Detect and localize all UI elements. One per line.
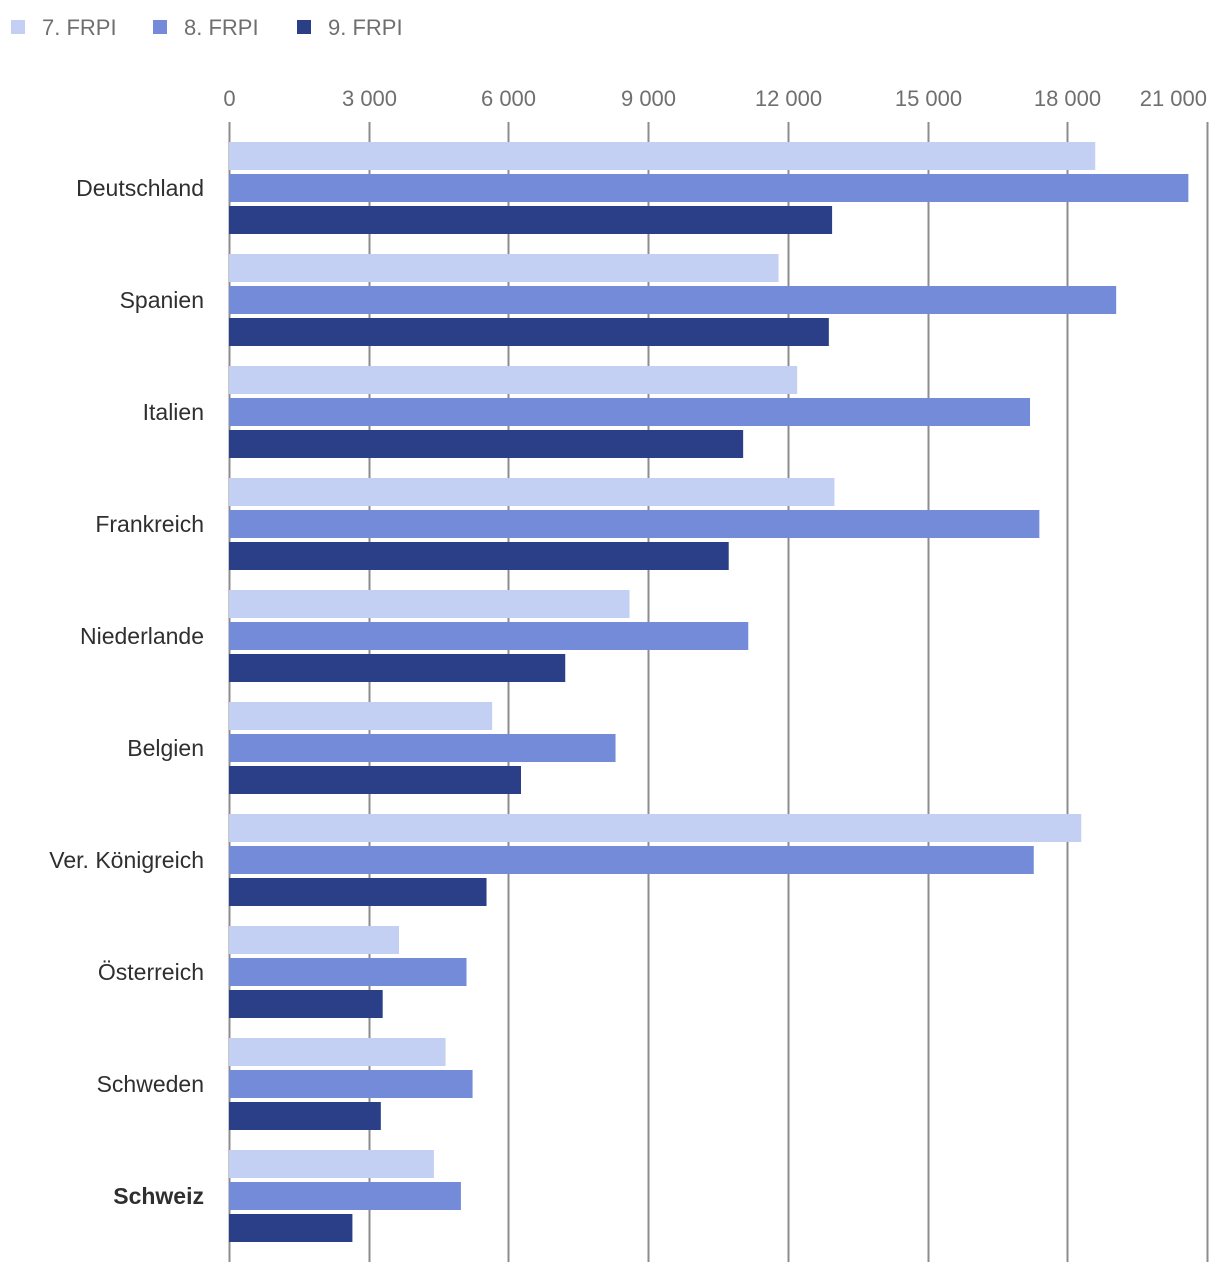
bar-2-series-2 — [229, 286, 1117, 314]
bar-7-series-1 — [229, 814, 1082, 842]
bar-9-series-3 — [229, 1102, 381, 1130]
bar-4-series-2 — [229, 510, 1040, 538]
legend-label-2: 8. FRPI — [184, 15, 259, 40]
x-axis-ticks: 0 3 000 6 000 9 000 12 000 15 000 18 000 21 000 — [223, 86, 1207, 111]
bar-10-series-2 — [229, 1182, 461, 1210]
bar-4-series-3 — [229, 542, 729, 570]
category-label-9: Schweden — [97, 1071, 204, 1097]
category-label-2: Spanien — [120, 287, 204, 313]
category-label-8: Österreich — [98, 959, 204, 985]
bar-7-series-3 — [229, 878, 487, 906]
x-tick-label-3000: 3 000 — [342, 86, 397, 111]
bar-9-series-2 — [229, 1070, 473, 1098]
x-tick-label-21000: 21 000 — [1140, 86, 1207, 111]
bar-3-series-3 — [229, 430, 744, 458]
bar-4-series-1 — [229, 478, 835, 506]
legend-swatch-2 — [153, 20, 167, 34]
legend: 7. FRPI 8. FRPI 9. FRPI — [11, 15, 403, 40]
x-tick-label-12000: 12 000 — [755, 86, 822, 111]
bar-10-series-1 — [229, 1150, 434, 1178]
category-label-5: Niederlande — [80, 623, 204, 649]
bar-1-series-1 — [229, 142, 1096, 170]
bar-5-series-1 — [229, 590, 630, 618]
category-labels: Deutschland Spanien Italien Frankreich Niede… — [49, 175, 204, 1209]
bar-7-series-2 — [229, 846, 1034, 874]
bar-5-series-3 — [229, 654, 566, 682]
category-label-1: Deutschland — [76, 175, 204, 201]
bar-2-series-3 — [229, 318, 829, 346]
bar-1-series-3 — [229, 206, 833, 234]
category-label-7: Ver. Königreich — [49, 847, 204, 873]
x-tick-label-18000: 18 000 — [1034, 86, 1101, 111]
bar-3-series-2 — [229, 398, 1031, 426]
bar-8-series-3 — [229, 990, 383, 1018]
legend-swatch-1 — [11, 20, 25, 34]
bar-3-series-1 — [229, 366, 798, 394]
x-tick-label-0: 0 — [223, 86, 235, 111]
bar-2-series-1 — [229, 254, 779, 282]
category-label-3: Italien — [143, 399, 204, 425]
legend-label-1: 7. FRPI — [42, 15, 117, 40]
bar-6-series-2 — [229, 734, 616, 762]
bar-1-series-2 — [229, 174, 1189, 202]
legend-swatch-3 — [297, 20, 311, 34]
bar-8-series-2 — [229, 958, 467, 986]
legend-label-3: 9. FRPI — [328, 15, 403, 40]
category-label-4: Frankreich — [95, 511, 204, 537]
bars — [229, 142, 1189, 1242]
bar-10-series-3 — [229, 1214, 353, 1242]
bar-9-series-1 — [229, 1038, 446, 1066]
x-tick-label-15000: 15 000 — [895, 86, 962, 111]
bar-5-series-2 — [229, 622, 749, 650]
bar-6-series-3 — [229, 766, 522, 794]
category-label-10: Schweiz — [113, 1183, 204, 1209]
x-tick-label-9000: 9 000 — [621, 86, 676, 111]
bar-8-series-1 — [229, 926, 399, 954]
category-label-6: Belgien — [127, 735, 204, 761]
bar-6-series-1 — [229, 702, 493, 730]
x-tick-label-6000: 6 000 — [481, 86, 536, 111]
